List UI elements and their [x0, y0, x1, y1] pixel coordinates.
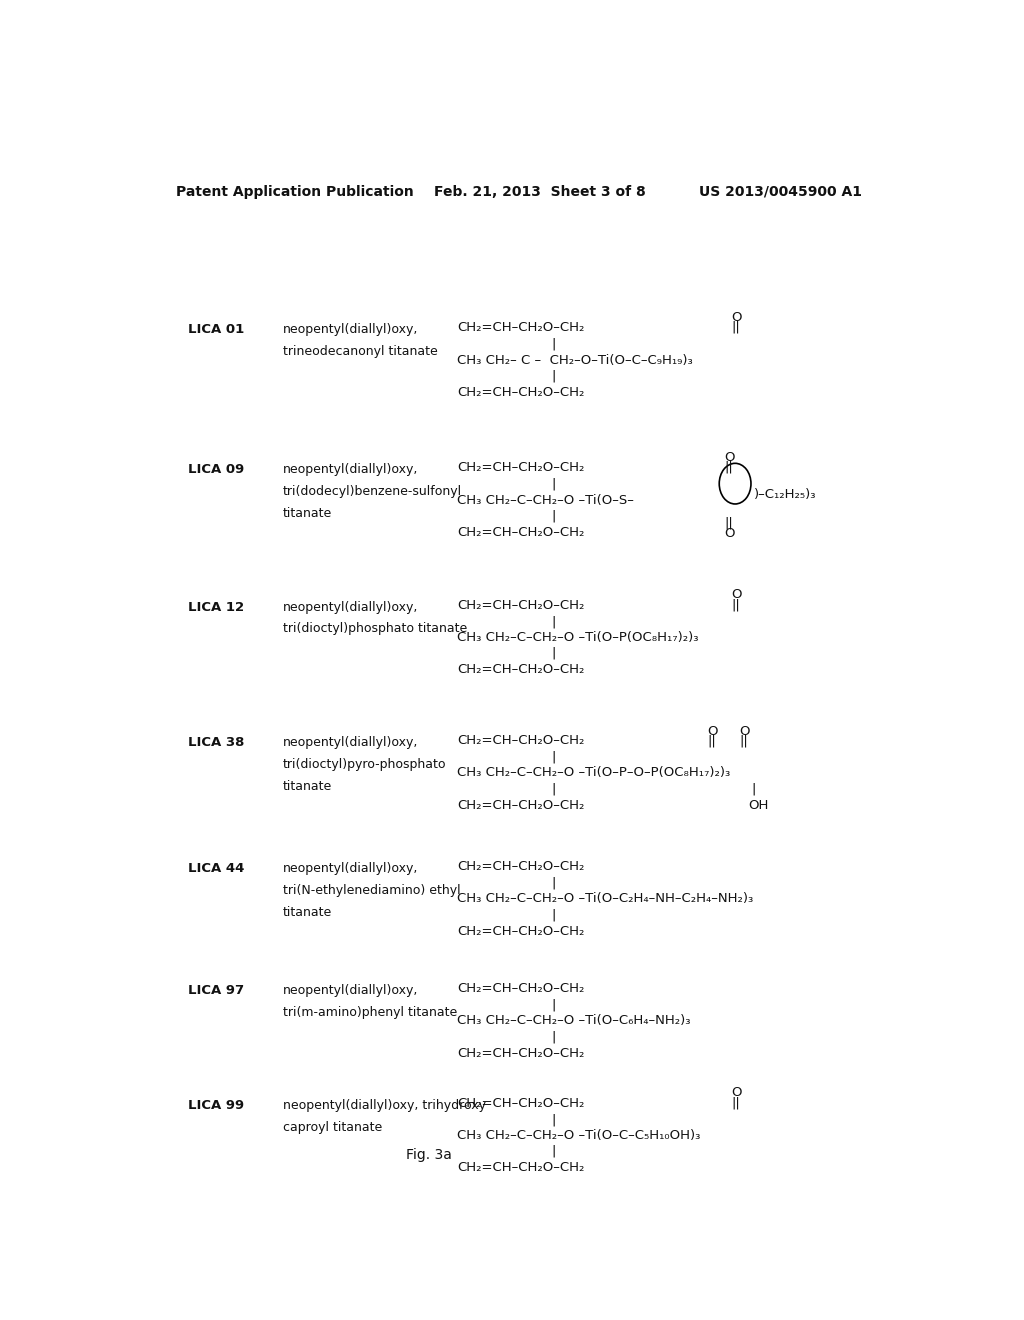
Text: tri(N-ethylenediamino) ethyl: tri(N-ethylenediamino) ethyl: [283, 883, 461, 896]
Text: LICA 38: LICA 38: [187, 735, 244, 748]
Text: CH₂=CH–CH₂O–CH₂: CH₂=CH–CH₂O–CH₂: [458, 599, 585, 611]
Text: |: |: [551, 338, 555, 351]
Text: O: O: [731, 312, 741, 323]
Text: neopentyl(diallyl)oxy,: neopentyl(diallyl)oxy,: [283, 983, 418, 997]
Text: O: O: [708, 725, 718, 738]
Text: |: |: [551, 781, 555, 795]
Text: titanate: titanate: [283, 906, 332, 919]
Text: |: |: [551, 1113, 555, 1126]
Text: ||: ||: [731, 1096, 740, 1109]
Text: CH₂=CH–CH₂O–CH₂: CH₂=CH–CH₂O–CH₂: [458, 1162, 585, 1175]
Text: Patent Application Publication: Patent Application Publication: [176, 185, 414, 199]
Text: tri(dioctyl)pyro-phosphato: tri(dioctyl)pyro-phosphato: [283, 758, 446, 771]
Text: tri(dioctyl)phosphato titanate: tri(dioctyl)phosphato titanate: [283, 623, 467, 635]
Text: caproyl titanate: caproyl titanate: [283, 1121, 382, 1134]
Text: CH₂=CH–CH₂O–CH₂: CH₂=CH–CH₂O–CH₂: [458, 734, 585, 747]
Text: neopentyl(diallyl)oxy,: neopentyl(diallyl)oxy,: [283, 463, 418, 477]
Text: CH₂=CH–CH₂O–CH₂: CH₂=CH–CH₂O–CH₂: [458, 1047, 585, 1060]
Text: |: |: [551, 478, 555, 491]
Text: CH₃ CH₂–C–CH₂–O –Ti(O–P–O–P(OC₈H₁₇)₂)₃: CH₃ CH₂–C–CH₂–O –Ti(O–P–O–P(OC₈H₁₇)₂)₃: [458, 766, 730, 779]
Text: |: |: [551, 370, 555, 383]
Text: |: |: [551, 647, 555, 660]
Text: |: |: [751, 781, 756, 795]
Text: tri(dodecyl)benzene-sulfonyl: tri(dodecyl)benzene-sulfonyl: [283, 486, 462, 498]
Text: CH₃ CH₂–C–CH₂–O –Ti(O–C₂H₄–NH–C₂H₄–NH₂)₃: CH₃ CH₂–C–CH₂–O –Ti(O–C₂H₄–NH–C₂H₄–NH₂)₃: [458, 892, 754, 906]
Text: trineodecanonyl titanate: trineodecanonyl titanate: [283, 345, 437, 358]
Text: US 2013/0045900 A1: US 2013/0045900 A1: [699, 185, 862, 199]
Text: CH₃ CH₂–C–CH₂–O –Ti(O–C₆H₄–NH₂)₃: CH₃ CH₂–C–CH₂–O –Ti(O–C₆H₄–NH₂)₃: [458, 1014, 691, 1027]
Text: CH₂=CH–CH₂O–CH₂: CH₂=CH–CH₂O–CH₂: [458, 462, 585, 474]
Text: ||: ||: [739, 734, 748, 747]
Text: neopentyl(diallyl)oxy,: neopentyl(diallyl)oxy,: [283, 735, 418, 748]
Text: CH₂=CH–CH₂O–CH₂: CH₂=CH–CH₂O–CH₂: [458, 982, 585, 995]
Text: |: |: [551, 908, 555, 921]
Text: ||: ||: [731, 598, 740, 611]
Text: O: O: [724, 451, 734, 465]
Text: titanate: titanate: [283, 507, 332, 520]
Text: |: |: [551, 1030, 555, 1043]
Text: LICA 97: LICA 97: [187, 983, 244, 997]
Text: neopentyl(diallyl)oxy,: neopentyl(diallyl)oxy,: [283, 862, 418, 875]
Text: CH₂=CH–CH₂O–CH₂: CH₂=CH–CH₂O–CH₂: [458, 859, 585, 873]
Text: O: O: [739, 725, 750, 738]
Text: ||: ||: [724, 516, 733, 529]
Text: |: |: [551, 998, 555, 1011]
Text: CH₂=CH–CH₂O–CH₂: CH₂=CH–CH₂O–CH₂: [458, 664, 585, 676]
Text: CH₂=CH–CH₂O–CH₂: CH₂=CH–CH₂O–CH₂: [458, 1097, 585, 1110]
Text: CH₃ CH₂–C–CH₂–O –Ti(O–P(OC₈H₁₇)₂)₃: CH₃ CH₂–C–CH₂–O –Ti(O–P(OC₈H₁₇)₂)₃: [458, 631, 698, 644]
Text: LICA 09: LICA 09: [187, 463, 244, 477]
Text: |: |: [551, 510, 555, 523]
Text: CH₂=CH–CH₂O–CH₂: CH₂=CH–CH₂O–CH₂: [458, 527, 585, 539]
Text: CH₃ CH₂– C –  CH₂–O–Ti(O–C–C₉H₁₉)₃: CH₃ CH₂– C – CH₂–O–Ti(O–C–C₉H₁₉)₃: [458, 354, 693, 367]
Text: )–C₁₂H₂₅)₃: )–C₁₂H₂₅)₃: [754, 487, 817, 500]
Text: O: O: [724, 528, 734, 540]
Text: |: |: [551, 750, 555, 763]
Text: CH₂=CH–CH₂O–CH₂: CH₂=CH–CH₂O–CH₂: [458, 799, 585, 812]
Text: O: O: [731, 1086, 741, 1100]
Text: neopentyl(diallyl)oxy,: neopentyl(diallyl)oxy,: [283, 323, 418, 337]
Text: O: O: [731, 589, 741, 602]
Text: LICA 44: LICA 44: [187, 862, 244, 875]
Text: OH: OH: [748, 799, 768, 812]
Text: |: |: [551, 876, 555, 890]
Text: tri(m-amino)phenyl titanate: tri(m-amino)phenyl titanate: [283, 1006, 457, 1019]
Text: neopentyl(diallyl)oxy,: neopentyl(diallyl)oxy,: [283, 601, 418, 614]
Text: ||: ||: [731, 321, 740, 334]
Text: LICA 01: LICA 01: [187, 323, 244, 337]
Text: Feb. 21, 2013  Sheet 3 of 8: Feb. 21, 2013 Sheet 3 of 8: [433, 185, 645, 199]
Text: CH₂=CH–CH₂O–CH₂: CH₂=CH–CH₂O–CH₂: [458, 321, 585, 334]
Text: Fig. 3a: Fig. 3a: [406, 1148, 452, 1163]
Text: CH₂=CH–CH₂O–CH₂: CH₂=CH–CH₂O–CH₂: [458, 385, 585, 399]
Text: titanate: titanate: [283, 780, 332, 792]
Text: ||: ||: [708, 734, 716, 747]
Text: CH₃ CH₂–C–CH₂–O –Ti(O–C–C₅H₁₀OH)₃: CH₃ CH₂–C–CH₂–O –Ti(O–C–C₅H₁₀OH)₃: [458, 1129, 700, 1142]
Text: CH₂=CH–CH₂O–CH₂: CH₂=CH–CH₂O–CH₂: [458, 924, 585, 937]
Text: neopentyl(diallyl)oxy, trihydroxy: neopentyl(diallyl)oxy, trihydroxy: [283, 1098, 485, 1111]
Text: ||: ||: [724, 461, 733, 474]
Text: |: |: [551, 1144, 555, 1158]
Text: LICA 99: LICA 99: [187, 1098, 244, 1111]
Text: LICA 12: LICA 12: [187, 601, 244, 614]
Text: |: |: [551, 615, 555, 628]
Text: CH₃ CH₂–C–CH₂–O –Ti(O–S–: CH₃ CH₂–C–CH₂–O –Ti(O–S–: [458, 494, 634, 507]
